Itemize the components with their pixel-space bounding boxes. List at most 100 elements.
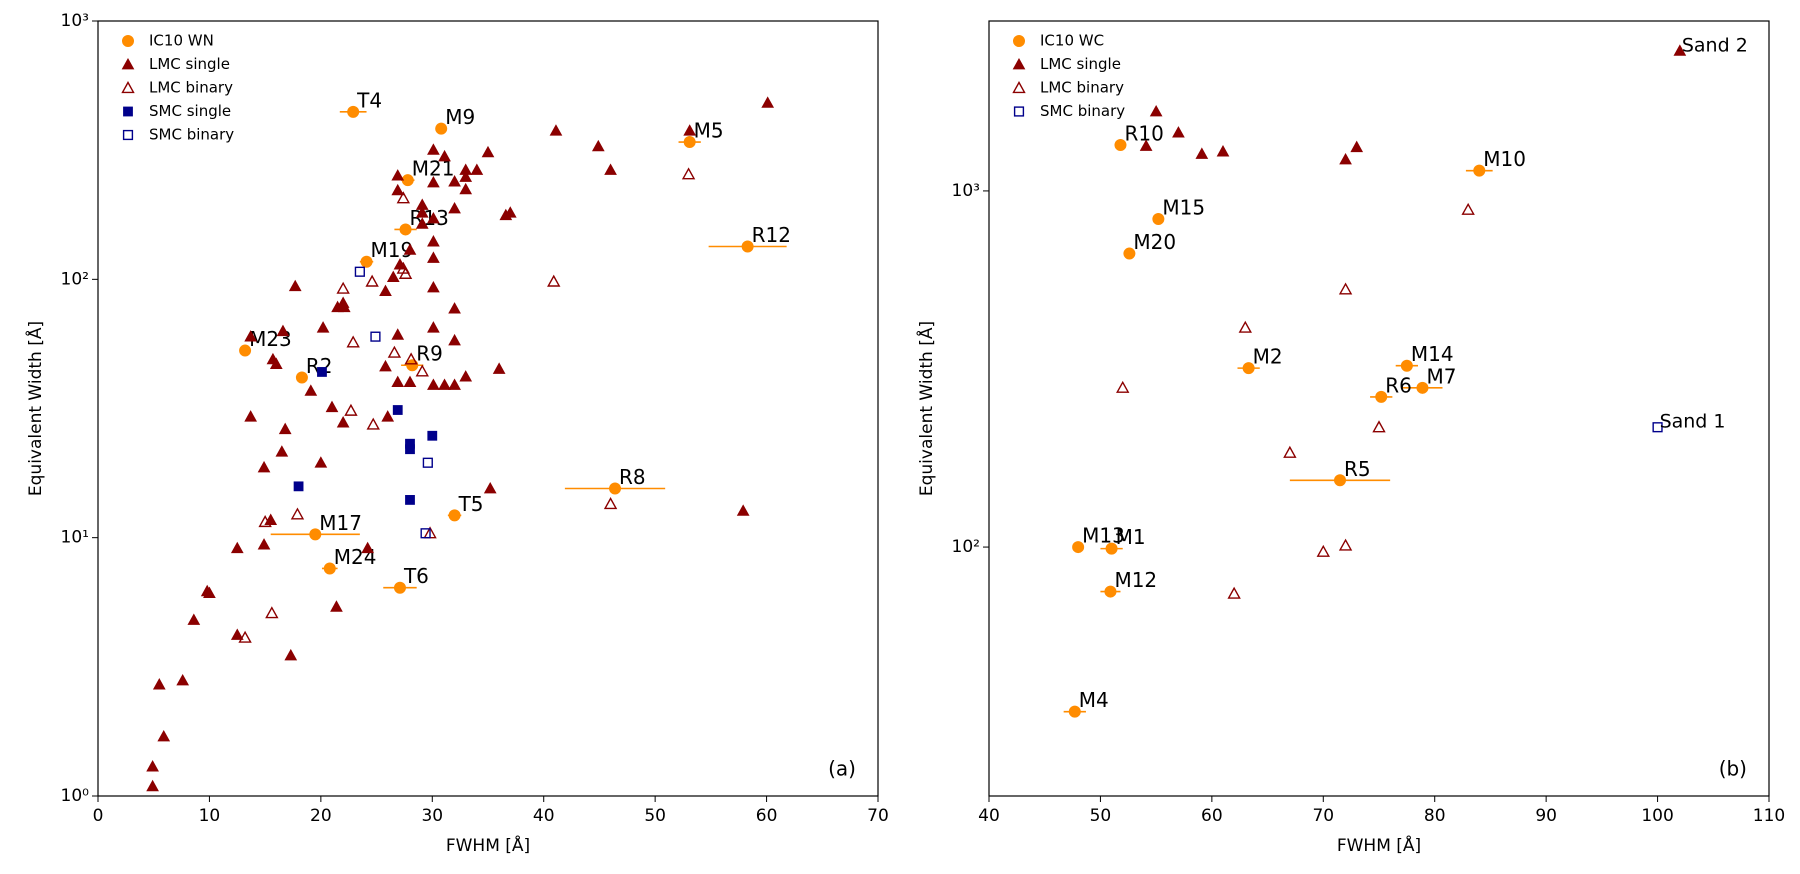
point-label: T6	[403, 564, 429, 588]
point-label: M17	[319, 511, 362, 535]
point	[741, 240, 754, 253]
point	[366, 417, 380, 430]
y-axis-label: Equivalent Width [Å]	[915, 321, 937, 496]
point	[736, 504, 750, 516]
legend-label: SMC single	[149, 102, 231, 120]
plot-area	[988, 20, 1770, 797]
point-label: M5	[694, 119, 724, 143]
point	[316, 321, 330, 333]
point	[396, 191, 411, 204]
x-axis-label: FWHM [Å]	[1337, 834, 1421, 856]
legend-marker	[1013, 106, 1025, 117]
point	[365, 274, 379, 287]
point	[415, 217, 429, 229]
x-tick-label: 80	[1424, 806, 1446, 826]
point	[152, 678, 166, 690]
point	[591, 139, 605, 152]
point-label: R5	[1344, 457, 1371, 481]
legend-label: LMC binary	[149, 79, 233, 97]
legend-marker	[121, 57, 135, 70]
point	[293, 481, 304, 492]
legend-marker	[1012, 81, 1026, 94]
point	[1123, 247, 1136, 260]
point	[325, 400, 339, 413]
point	[146, 760, 159, 772]
point	[438, 149, 451, 162]
point	[361, 541, 375, 554]
panel-label: (a)	[828, 757, 856, 781]
point-label: M10	[1483, 147, 1526, 171]
point	[405, 444, 415, 455]
y-axis-label: Equivalent Width [Å]	[24, 321, 46, 496]
legend-label: IC10 WN	[149, 32, 214, 50]
point	[483, 481, 497, 494]
legend-label: LMC binary	[1040, 79, 1124, 97]
point	[415, 206, 429, 218]
point	[1242, 362, 1255, 375]
point	[1149, 104, 1163, 117]
x-tick-label: 90	[1535, 806, 1557, 826]
point	[1372, 420, 1386, 433]
point-label: M13	[1082, 524, 1125, 548]
plot-area	[97, 20, 879, 797]
point	[427, 251, 440, 263]
point-label: R6	[1385, 373, 1412, 397]
y-tick-label: 10²	[61, 269, 89, 289]
x-tick-label: 0	[93, 806, 104, 826]
point	[379, 284, 392, 297]
point	[448, 509, 461, 522]
point	[391, 375, 405, 388]
point	[459, 170, 473, 182]
x-tick-label: 40	[533, 806, 555, 826]
point	[459, 370, 473, 382]
x-tick-label: 30	[421, 806, 443, 826]
point	[448, 378, 461, 390]
point	[238, 630, 252, 643]
point	[603, 497, 618, 510]
point	[1238, 320, 1252, 333]
point	[448, 333, 461, 346]
point	[459, 182, 473, 195]
point	[403, 375, 417, 388]
point	[1673, 44, 1687, 56]
point	[391, 328, 405, 340]
x-tick-label: 60	[1201, 806, 1223, 826]
point	[492, 362, 506, 374]
point	[317, 367, 327, 377]
point	[157, 729, 171, 742]
point	[1195, 147, 1209, 159]
point	[336, 416, 350, 428]
x-tick-label: 40	[978, 806, 1000, 826]
point	[284, 648, 298, 661]
point	[203, 586, 216, 599]
point	[681, 167, 696, 180]
point	[1400, 359, 1413, 372]
point	[1416, 381, 1429, 394]
legend-marker	[122, 129, 134, 141]
point	[427, 378, 440, 390]
x-tick-label: 50	[1090, 806, 1112, 826]
legend-marker	[121, 81, 135, 94]
point	[448, 175, 461, 187]
point	[391, 183, 405, 196]
point-label: M15	[1162, 195, 1205, 219]
point	[323, 562, 336, 575]
point	[604, 163, 617, 175]
point-label: R10	[1124, 121, 1163, 145]
point	[288, 279, 302, 292]
point	[1105, 542, 1118, 555]
point	[1461, 202, 1475, 215]
point-label: M20	[1133, 230, 1176, 254]
point	[420, 528, 431, 539]
point	[1339, 153, 1352, 165]
point-label: M9	[445, 105, 475, 129]
point	[448, 302, 461, 314]
point	[230, 541, 244, 554]
point	[1375, 390, 1388, 403]
point	[415, 364, 429, 377]
point	[370, 331, 381, 342]
legend-label: LMC single	[149, 55, 230, 73]
point	[609, 482, 622, 495]
annotation: Sand 2	[1682, 34, 1748, 56]
